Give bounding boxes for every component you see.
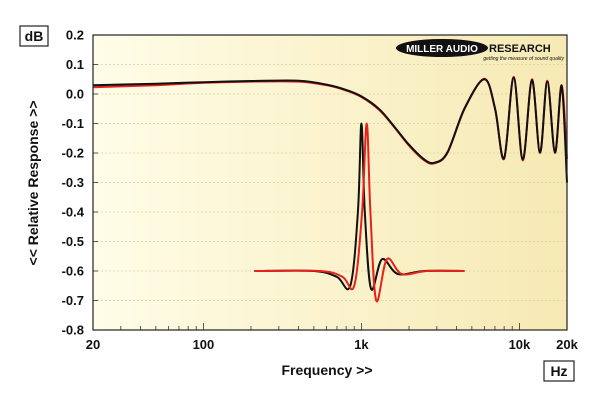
- logo-tagline: getting the measure of sound quality: [483, 56, 564, 62]
- logo-second: RESEARCH: [489, 43, 551, 55]
- y-axis-title: << Relative Response >>: [25, 101, 41, 266]
- x-tick-label: 100: [193, 337, 215, 352]
- x-axis-title: Frequency >>: [281, 362, 372, 378]
- y-tick-label: 0.1: [66, 57, 84, 72]
- x-tick-label: 1k: [354, 337, 369, 352]
- y-unit-box: [19, 25, 49, 47]
- x-unit-label: Hz: [550, 363, 567, 379]
- series-line-3: [254, 122, 465, 291]
- y-tick-labels: 0.2 0.1 0.0 -0.1 -0.2 -0.3 -0.4 -0.5 -0.6 -0.7 -0.…: [62, 28, 85, 338]
- logo-main: MILLER AUDIO: [406, 44, 478, 55]
- x-tick-label: 10k: [509, 337, 531, 352]
- x-tick-labels: 20 100 1k 10k 20k: [86, 337, 579, 352]
- y-tick-label: -0.7: [62, 293, 84, 308]
- miller-audio-research-logo: MILLER AUDIO RESEARCH getting the measur…: [396, 39, 564, 62]
- series-layer: [92, 75, 568, 303]
- grid: [93, 64, 567, 301]
- y-tick-label: -0.4: [62, 205, 85, 220]
- x-tick-label: 20: [86, 337, 100, 352]
- series-line-4: [254, 122, 465, 303]
- y-tick-label: -0.8: [62, 323, 84, 338]
- y-tick-label: -0.2: [62, 146, 84, 161]
- x-tick-label: 20k: [556, 337, 578, 352]
- y-tick-label: 0.0: [66, 87, 84, 102]
- series-line-2: [92, 76, 568, 183]
- y-tick-label: -0.5: [62, 234, 84, 249]
- y-unit-label: dB: [25, 28, 44, 44]
- y-tick-label: 0.2: [66, 28, 84, 43]
- y-tick-label: -0.1: [62, 116, 84, 131]
- y-tick-label: -0.3: [62, 175, 84, 190]
- x-unit-box: [543, 360, 575, 382]
- y-tick-label: -0.6: [62, 264, 84, 279]
- plot-border: [92, 34, 568, 331]
